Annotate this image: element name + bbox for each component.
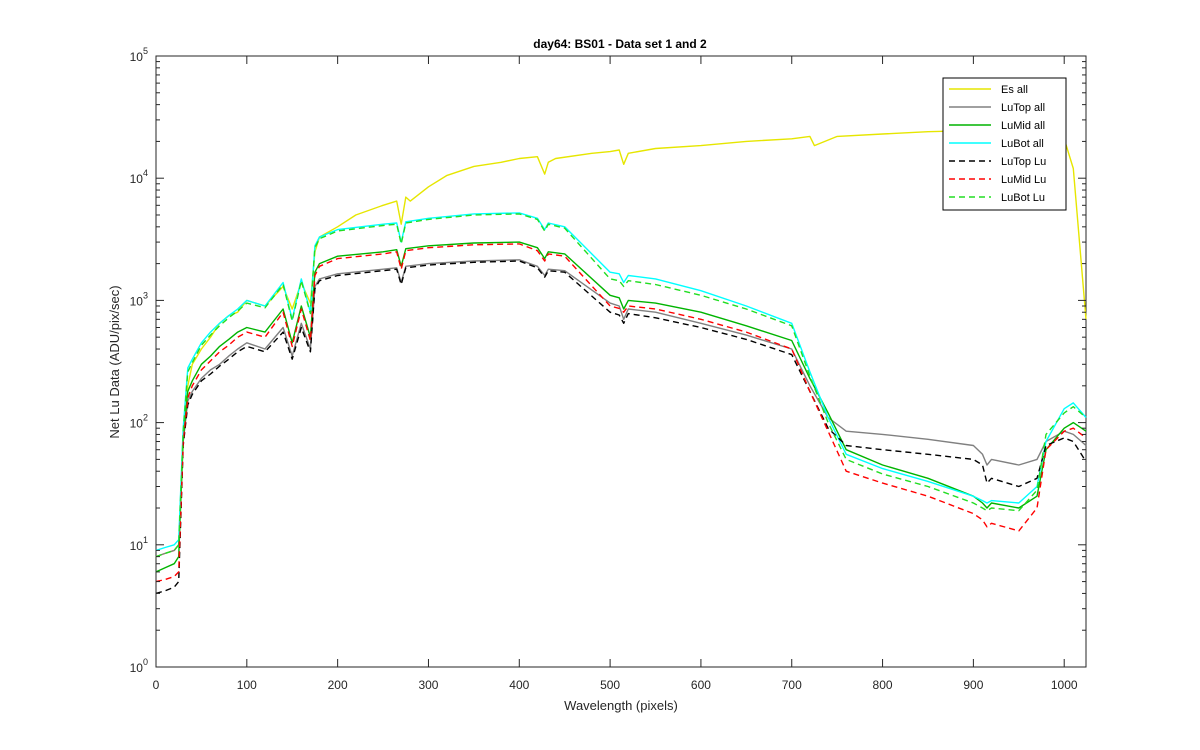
y-tick-label: 100 (130, 657, 148, 675)
legend-label: LuBot Lu (1001, 192, 1045, 204)
ticks-layer: 0 100 200 300 400 500 600 700 800 900 100010010110… (130, 46, 1086, 692)
y-tick-base: 10 (130, 539, 144, 553)
plot-area: 0 100 200 300 400 500 600 700 800 900 100010010110… (130, 46, 1087, 692)
y-tick-label: 103 (130, 290, 148, 308)
legend-label: LuTop all (1001, 102, 1045, 114)
legend-label: LuMid Lu (1001, 174, 1046, 186)
y-tick-base: 10 (130, 294, 144, 308)
y-tick-base: 10 (130, 417, 144, 431)
x-axis-label: Wavelength (pixels) (564, 698, 678, 713)
y-axis-label: Net Lu Data (ADU/pix/sec) (107, 285, 122, 438)
x-tick-label: 600 (691, 678, 711, 692)
y-tick-label: 101 (130, 535, 148, 553)
x-tick-label: 700 (782, 678, 802, 692)
legend-label: LuTop Lu (1001, 156, 1046, 168)
legend-label: Es all (1001, 84, 1028, 96)
series-line-5 (155, 260, 1087, 595)
y-tick-exponent: 1 (143, 535, 148, 545)
y-tick-base: 10 (130, 661, 144, 675)
y-tick-base: 10 (130, 50, 144, 64)
y-tick-exponent: 3 (143, 290, 148, 300)
x-tick-label: 800 (873, 678, 893, 692)
series-line-2 (155, 259, 1087, 558)
x-tick-label: 400 (509, 678, 529, 692)
series-line-4 (155, 212, 1087, 552)
series-line-7 (155, 213, 1087, 558)
y-tick-exponent: 0 (143, 657, 148, 667)
y-tick-exponent: 5 (143, 46, 148, 56)
x-tick-label: 0 (153, 678, 160, 692)
x-tick-label: 900 (963, 678, 983, 692)
x-tick-label: 1000 (1051, 678, 1078, 692)
chart-title: day64: BS01 - Data set 1 and 2 (533, 37, 707, 51)
legend-label: LuBot all (1001, 138, 1044, 150)
x-tick-label: 300 (418, 678, 438, 692)
y-tick-label: 105 (130, 46, 148, 64)
y-tick-exponent: 2 (143, 413, 148, 423)
series-line-6 (155, 243, 1087, 583)
y-tick-base: 10 (130, 172, 144, 186)
legend: Es all LuTop all LuMid all LuBot all LuTop L… (942, 77, 1067, 211)
y-tick-label: 104 (130, 168, 148, 186)
series-layer (155, 127, 1087, 595)
x-tick-label: 100 (237, 678, 257, 692)
legend-label: LuMid all (1001, 120, 1045, 132)
x-tick-label: 500 (600, 678, 620, 692)
y-tick-exponent: 4 (143, 168, 148, 178)
y-tick-label: 102 (130, 413, 148, 431)
legend-box (942, 77, 1067, 211)
x-tick-label: 200 (328, 678, 348, 692)
